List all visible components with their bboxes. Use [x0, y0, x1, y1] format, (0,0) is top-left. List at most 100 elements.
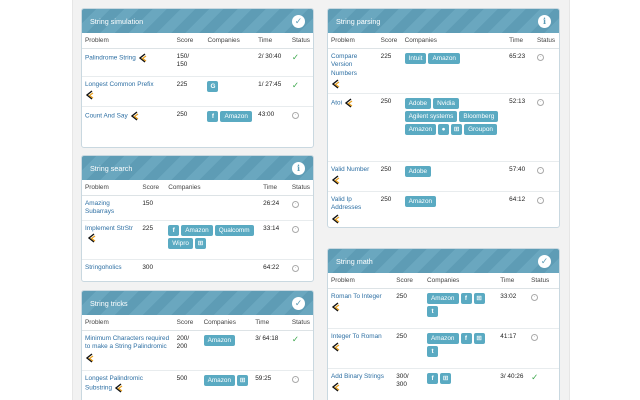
col-companies: Companies: [401, 33, 507, 49]
time: 1/ 27:45: [255, 76, 289, 107]
problem-link[interactable]: Count And Say: [85, 112, 128, 120]
company-tag[interactable]: Amazon: [203, 374, 236, 386]
info-icon: i: [292, 161, 305, 175]
google-tag-icon[interactable]: G: [207, 80, 219, 92]
company-tag[interactable]: Amazon: [404, 123, 437, 135]
twitter-tag-icon[interactable]: t: [427, 305, 439, 317]
problem-link[interactable]: Valid Ip Addresses: [331, 195, 362, 212]
problem-link[interactable]: Minimum Characters required to make a St…: [85, 334, 170, 351]
facebook-tag-icon[interactable]: f: [460, 292, 472, 304]
company-tag[interactable]: Agilent systems: [404, 110, 458, 122]
facebook-tag-icon[interactable]: f: [207, 110, 219, 122]
problems-table: Problem Score Companies Time Status Comp…: [328, 33, 559, 227]
panel-header: String math ✓: [328, 249, 559, 273]
difficulty-logo-icon: [85, 352, 94, 363]
problem-link[interactable]: Amazing Subarrays: [85, 199, 115, 216]
col-status: Status: [288, 315, 313, 331]
col-status: Status: [528, 273, 559, 289]
difficulty-logo-icon: [331, 382, 340, 392]
col-score: Score: [173, 33, 205, 49]
difficulty-logo-icon: [331, 302, 340, 312]
score: 150: [139, 195, 166, 221]
unsolved-clock-icon: ·: [291, 375, 299, 383]
difficulty-logo-icon: [344, 97, 353, 108]
company-tag[interactable]: Amazon: [427, 292, 459, 304]
unsolved-clock-icon: ·: [531, 333, 539, 341]
company-tag[interactable]: Groupon: [464, 123, 497, 135]
difficulty-logo-icon: [130, 110, 138, 121]
panel-title: String tricks: [90, 298, 128, 308]
problem-link[interactable]: Compare Version Numbers: [331, 52, 358, 77]
table-header-row: Problem Score Companies Time Status: [82, 180, 313, 196]
company-tag[interactable]: Adobe: [404, 165, 432, 177]
facebook-tag-icon[interactable]: f: [460, 332, 472, 344]
company-tag[interactable]: Amazon: [404, 195, 437, 207]
problem-link[interactable]: Stringoholics: [85, 263, 122, 271]
time: 59:25: [255, 374, 272, 382]
solved-check-icon: ✓: [291, 333, 299, 344]
windows-tag-icon[interactable]: ⊞: [194, 237, 206, 249]
company-tag[interactable]: Amazon: [427, 332, 459, 344]
panel-string-tricks: String tricks ✓ Problem Score Companies …: [81, 290, 314, 400]
windows-tag-icon[interactable]: ⊞: [451, 123, 463, 135]
score: 250: [393, 328, 425, 369]
solved-check-icon: ✓: [531, 371, 539, 382]
problem-link[interactable]: Longest Palindromic Substring: [85, 374, 143, 392]
difficulty-logo-icon: [331, 175, 340, 185]
time: 41:17: [497, 328, 529, 369]
problem-link[interactable]: Palindrome String: [85, 54, 136, 62]
company-tag[interactable]: Qualcomm: [214, 224, 254, 236]
score: 250: [377, 93, 402, 162]
company-tag[interactable]: Nvidia: [433, 97, 459, 109]
panel-title: String math: [336, 256, 373, 266]
twitter-tag-icon[interactable]: t: [427, 345, 439, 357]
company-tag[interactable]: Adobe: [404, 97, 432, 109]
panel-header: String tricks ✓: [82, 291, 313, 315]
col-companies: Companies: [204, 33, 256, 49]
col-problem: Problem: [82, 33, 174, 49]
problem-link[interactable]: Integer To Roman: [331, 332, 382, 340]
company-tag[interactable]: Amazon: [181, 224, 213, 236]
apple-tag-icon[interactable]: ●: [438, 123, 450, 135]
company-tag[interactable]: Wipro: [168, 237, 193, 249]
facebook-tag-icon[interactable]: f: [427, 372, 439, 384]
windows-tag-icon[interactable]: ⊞: [440, 372, 452, 384]
difficulty-logo-icon: [87, 233, 96, 243]
col-companies: Companies: [165, 180, 261, 196]
time: 64:22: [263, 263, 280, 271]
windows-tag-icon[interactable]: ⊞: [473, 332, 485, 344]
windows-tag-icon[interactable]: ⊞: [473, 292, 485, 304]
problem-link[interactable]: Implement StrStr: [85, 224, 133, 232]
company-tag[interactable]: Amazon: [220, 110, 252, 122]
unsolved-clock-icon: ·: [291, 111, 299, 119]
col-time: Time: [252, 315, 289, 331]
table-row: Palindrome String 150/ 150 2/ 30:40 ✓: [82, 48, 313, 77]
check-circle-icon: ✓: [538, 254, 551, 268]
company-tag[interactable]: Amazon: [428, 52, 460, 64]
time: 43:00: [258, 110, 275, 118]
difficulty-logo-icon: [85, 90, 94, 100]
unsolved-clock-icon: ·: [291, 200, 299, 208]
problem-link[interactable]: Add Binary Strings: [331, 372, 384, 380]
difficulty-logo-icon: [331, 79, 340, 89]
table-row: Stringoholics 300 64:22 ·: [82, 259, 313, 276]
table-row: Valid Ip Addresses 250 Amazon 64:12 ·: [328, 191, 559, 227]
time: 2/ 30:40: [255, 48, 289, 77]
company-tag[interactable]: Bloomberg: [459, 110, 499, 122]
problem-link[interactable]: Roman To Integer: [331, 292, 382, 300]
company-tag[interactable]: Intuit: [404, 52, 427, 64]
facebook-tag-icon[interactable]: f: [168, 224, 180, 236]
panel-header: String search i: [82, 156, 313, 180]
table-row: Longest Palindromic Substring 500 Amazon…: [82, 370, 313, 400]
problem-link[interactable]: Longest Common Prefix: [85, 80, 154, 88]
col-score: Score: [377, 33, 402, 49]
table-row: Amazing Subarrays 150 26:24 ·: [82, 195, 313, 221]
problems-table: Problem Score Companies Time Status Amaz…: [82, 180, 313, 276]
company-tag[interactable]: Amazon: [203, 334, 236, 346]
problem-link[interactable]: Atoi: [331, 99, 343, 107]
info-icon: i: [538, 14, 551, 28]
problem-link[interactable]: Valid Number: [331, 165, 370, 173]
table-row: Longest Common Prefix 225 G 1/ 27:45 ✓: [82, 76, 313, 107]
unsolved-clock-icon: ·: [291, 264, 299, 272]
windows-tag-icon[interactable]: ⊞: [237, 374, 249, 386]
